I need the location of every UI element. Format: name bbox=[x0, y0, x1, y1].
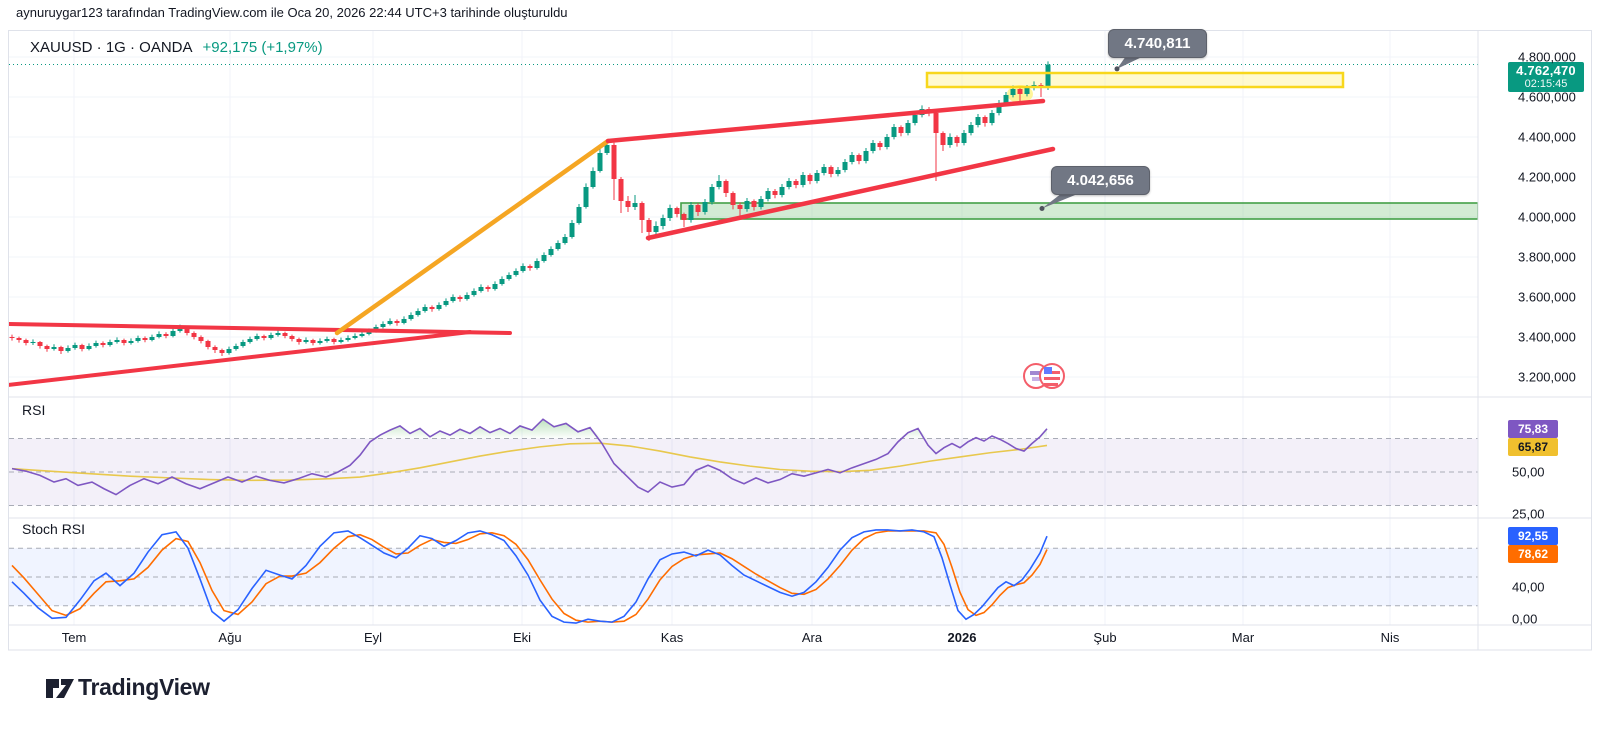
symbol-pair-watermark-icon bbox=[1023, 363, 1065, 389]
rsi-axis-label: 50,00 bbox=[1512, 464, 1545, 480]
time-axis-label: Kas bbox=[660, 630, 684, 645]
stoch-pane[interactable] bbox=[9, 529, 1478, 624]
triangle-trendline bbox=[9, 330, 472, 387]
price-axis-label: 3.200,000 bbox=[1518, 369, 1576, 385]
time-axis-label: Nis bbox=[1380, 630, 1400, 645]
time-axis-label: Şub bbox=[1093, 630, 1117, 645]
time-axis-label: Eki bbox=[512, 630, 532, 645]
price-change: +92,175 (+1,97%) bbox=[202, 39, 323, 56]
support-zone-rect[interactable] bbox=[680, 202, 1478, 220]
stoch-axis-label: 40,00 bbox=[1512, 579, 1545, 595]
price-axis-label: 4.200,000 bbox=[1518, 169, 1576, 185]
triangle-trendline bbox=[9, 322, 512, 335]
tradingview-logo-text: TradingView bbox=[78, 674, 210, 700]
attribution-text: aynuruygar123 tarafından TradingView.com… bbox=[16, 5, 568, 20]
stoch-k-value-badge: 92,55 bbox=[1508, 527, 1558, 545]
price-callout-support[interactable]: 4.042,656 bbox=[1051, 166, 1150, 195]
stoch-d-line bbox=[11, 530, 1048, 623]
stoch-axis-label: 0,00 bbox=[1512, 611, 1538, 627]
rsi-pane[interactable] bbox=[9, 418, 1478, 506]
time-axis-label: Mar bbox=[1231, 630, 1255, 645]
price-axis-label: 3.800,000 bbox=[1518, 249, 1576, 265]
stoch-k-line bbox=[11, 529, 1048, 624]
tradingview-logo-icon bbox=[46, 679, 74, 698]
rsi-line bbox=[11, 418, 1048, 496]
callout-tails bbox=[1039, 56, 1144, 211]
price-pane[interactable] bbox=[680, 73, 1478, 220]
rsi-axis-label: 25,00 bbox=[1512, 506, 1545, 522]
pane-separators bbox=[8, 30, 1592, 651]
last-price-badge: 4.762,470 02:15:45 bbox=[1508, 62, 1584, 92]
price-axis-label: 3.600,000 bbox=[1518, 289, 1576, 305]
rsi-overbought-fill bbox=[12, 419, 1047, 439]
rsi-pane-title[interactable]: RSI bbox=[22, 402, 46, 418]
trendline-drawings[interactable] bbox=[8, 71, 1345, 387]
last-price-value: 4.762,470 bbox=[1516, 63, 1576, 78]
price-axis-label: 4.000,000 bbox=[1518, 209, 1576, 225]
rsi-ma-value-badge: 65,87 bbox=[1508, 438, 1558, 456]
time-axis-label: Ağu bbox=[218, 630, 242, 645]
time-axis-label: 2026 bbox=[947, 630, 977, 645]
price-axis-label: 4.600,000 bbox=[1518, 89, 1576, 105]
stoch-pane-title[interactable]: Stoch RSI bbox=[22, 521, 86, 537]
price-axis-label: 3.400,000 bbox=[1518, 329, 1576, 345]
rsi-value-badge: 75,83 bbox=[1508, 420, 1558, 438]
time-axis-label: Eyl bbox=[363, 630, 383, 645]
price-axis-label: 4.400,000 bbox=[1518, 129, 1576, 145]
resistance-box-fill[interactable] bbox=[927, 73, 1343, 87]
price-callout-resistance[interactable]: 4.740,811 bbox=[1108, 29, 1207, 58]
resistance-box-border[interactable] bbox=[925, 71, 1345, 89]
time-axis-label: Ara bbox=[801, 630, 823, 645]
wedge-trendline bbox=[605, 98, 1046, 144]
symbol-title[interactable]: XAUUSD · 1G · OANDA bbox=[30, 39, 193, 56]
bar-countdown: 02:15:45 bbox=[1524, 78, 1568, 90]
yellow-trendline bbox=[334, 138, 611, 336]
stoch-d-value-badge: 78,62 bbox=[1508, 545, 1558, 563]
grid-lines bbox=[9, 31, 1478, 625]
chart-legend[interactable]: XAUUSD · 1G · OANDA +92,175 (+1,97%) bbox=[30, 39, 323, 56]
price-axis-label: 4.800,000 bbox=[1518, 49, 1576, 65]
time-axis-label: Tem bbox=[61, 630, 87, 645]
wedge-trendline bbox=[645, 146, 1056, 241]
